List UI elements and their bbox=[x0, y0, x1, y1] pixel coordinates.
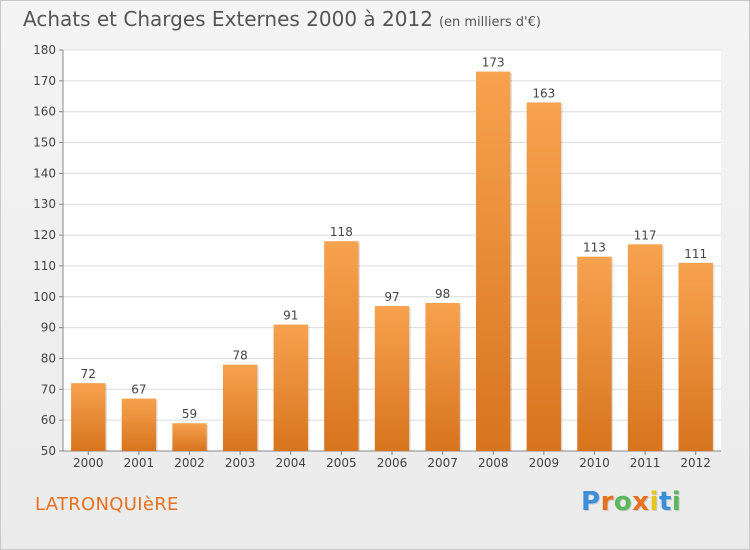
data-label: 113 bbox=[583, 241, 606, 255]
x-tick-label: 2007 bbox=[427, 456, 458, 470]
x-tick-label: 2002 bbox=[174, 456, 205, 470]
y-tick-label: 70 bbox=[41, 382, 56, 396]
y-tick-label: 120 bbox=[33, 228, 56, 242]
y-tick-label: 90 bbox=[41, 321, 56, 335]
data-label: 98 bbox=[435, 287, 450, 301]
logo-letter: i bbox=[671, 487, 682, 517]
data-label: 72 bbox=[81, 367, 96, 381]
bar bbox=[476, 71, 511, 451]
logo-letter: o bbox=[613, 487, 633, 517]
bar bbox=[324, 241, 359, 451]
y-tick-label: 100 bbox=[33, 290, 56, 304]
logo-letter: i bbox=[649, 487, 659, 517]
bar bbox=[425, 302, 460, 451]
logo-letter: x bbox=[632, 487, 650, 517]
x-tick-label: 2008 bbox=[478, 456, 509, 470]
data-label: 97 bbox=[384, 290, 399, 304]
x-tick-label: 2005 bbox=[326, 456, 357, 470]
y-tick-label: 130 bbox=[33, 197, 56, 211]
logo-letter: P bbox=[581, 487, 601, 517]
bar bbox=[577, 256, 612, 451]
x-tick-label: 2001 bbox=[124, 456, 155, 470]
x-tick-label: 2012 bbox=[680, 456, 711, 470]
bar bbox=[526, 102, 562, 451]
bar bbox=[627, 244, 663, 451]
bar bbox=[374, 306, 410, 451]
x-tick-label: 2004 bbox=[275, 456, 306, 470]
data-label: 118 bbox=[330, 225, 353, 239]
x-tick-label: 2006 bbox=[377, 456, 408, 470]
commune-name: LATRONQUIèRE bbox=[35, 494, 179, 515]
x-tick-label: 2003 bbox=[225, 456, 256, 470]
data-label: 173 bbox=[482, 56, 505, 70]
chart-title-text: Achats et Charges Externes 2000 à 2012 bbox=[23, 7, 433, 31]
y-tick-label: 80 bbox=[41, 351, 56, 365]
data-label: 59 bbox=[182, 407, 197, 421]
x-tick-label: 2009 bbox=[529, 456, 560, 470]
data-label: 78 bbox=[233, 349, 248, 363]
logo-letter: t bbox=[658, 487, 672, 517]
y-tick-label: 150 bbox=[33, 136, 56, 150]
data-label: 91 bbox=[283, 309, 298, 323]
bar bbox=[273, 324, 308, 451]
data-label: 163 bbox=[532, 86, 555, 100]
y-tick-label: 140 bbox=[33, 166, 56, 180]
y-tick-label: 180 bbox=[33, 43, 56, 57]
bar bbox=[172, 423, 207, 451]
y-tick-label: 110 bbox=[33, 259, 56, 273]
y-tick-label: 170 bbox=[33, 74, 56, 88]
logo-letter: r bbox=[600, 487, 614, 517]
y-tick-label: 50 bbox=[41, 444, 56, 458]
bar bbox=[121, 398, 157, 451]
x-tick-label: 2011 bbox=[630, 456, 661, 470]
data-label: 111 bbox=[684, 247, 707, 261]
proxiti-logo[interactable]: Proxiti bbox=[581, 487, 681, 517]
y-tick-label: 160 bbox=[33, 105, 56, 119]
data-label: 67 bbox=[131, 383, 146, 397]
data-label: 117 bbox=[634, 228, 657, 242]
chart-title: Achats et Charges Externes 2000 à 2012 (e… bbox=[23, 7, 541, 31]
bar bbox=[222, 364, 258, 451]
x-tick-label: 2010 bbox=[579, 456, 610, 470]
bar bbox=[71, 383, 106, 451]
y-tick-label: 60 bbox=[41, 413, 56, 427]
chart-unit: (en milliers d'€) bbox=[438, 15, 541, 30]
x-tick-label: 2000 bbox=[73, 456, 104, 470]
bar bbox=[678, 262, 713, 451]
